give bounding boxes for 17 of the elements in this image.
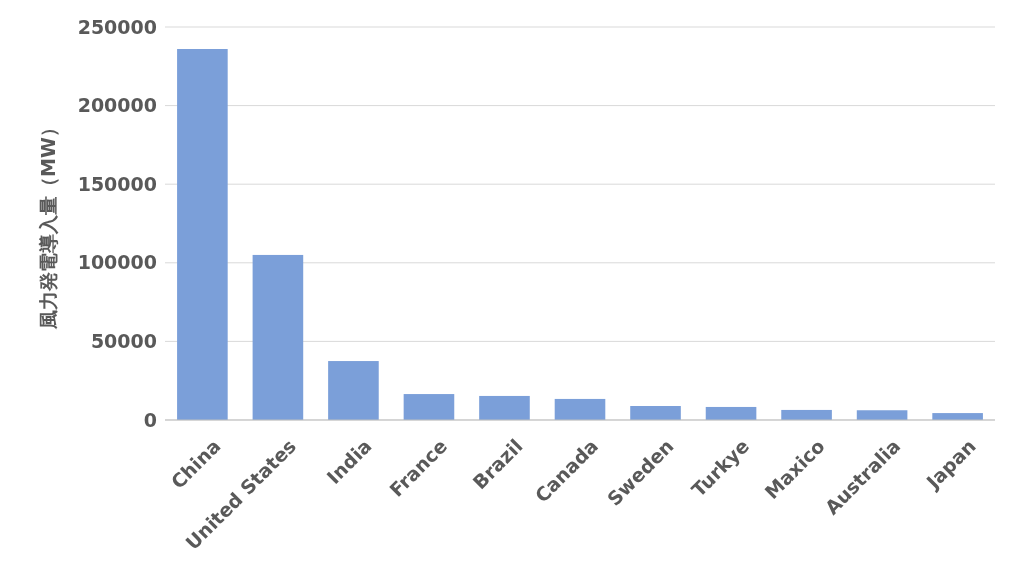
bar (328, 361, 379, 420)
bar (856, 410, 908, 420)
bar (252, 254, 304, 420)
bar (177, 49, 228, 420)
bar (403, 394, 455, 420)
bar (630, 406, 681, 420)
bar (479, 395, 530, 420)
y-axis-title: 風力発電導入量（MW） (37, 118, 59, 330)
bar (781, 409, 832, 420)
y-tick-label: 250000 (77, 15, 157, 38)
bar (554, 398, 606, 420)
y-tick-label: 100000 (77, 251, 157, 274)
y-tick-label: 0 (143, 408, 157, 431)
y-tick-label: 50000 (90, 330, 157, 353)
y-tick-label: 200000 (77, 94, 157, 117)
y-tick-label: 150000 (77, 172, 157, 195)
bar (705, 406, 757, 420)
